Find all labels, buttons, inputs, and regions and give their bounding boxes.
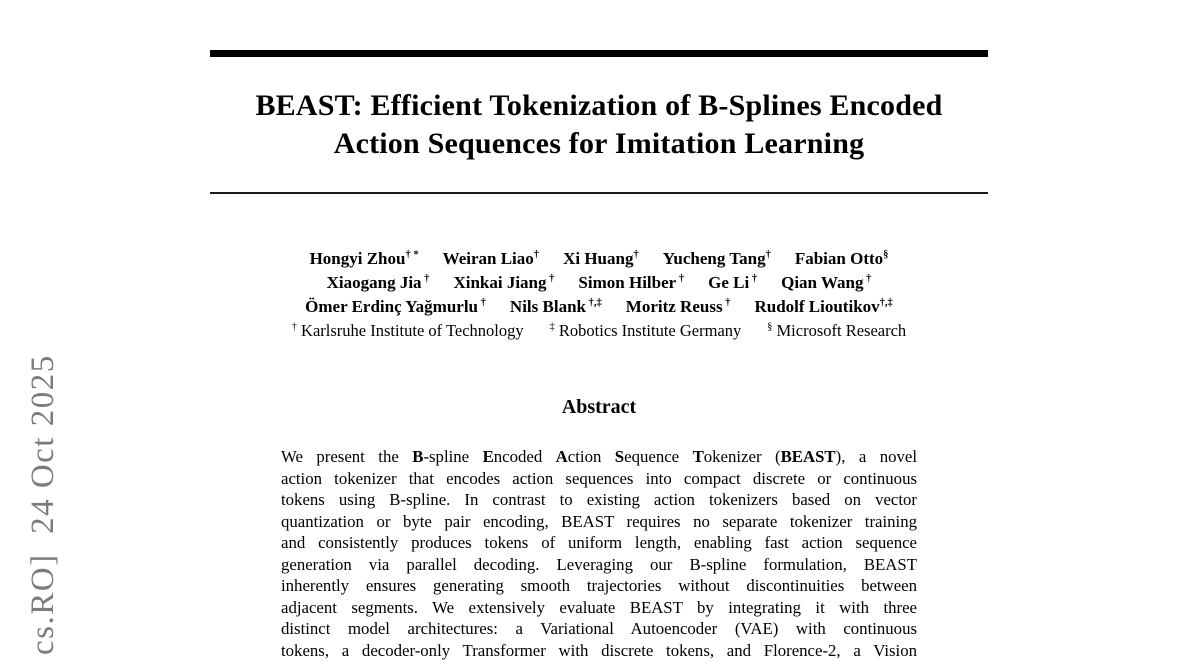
author-superscript: † [723,297,731,308]
affiliation-superscript: § [767,322,772,333]
author-name: Fabian Otto§ [795,249,889,268]
abstract-text-segment: B [412,447,423,466]
author-name: Rudolf Lioutikov†,‡ [754,297,892,316]
abstract-text-segment: T [693,447,704,466]
author-superscript: § [883,249,888,260]
author-name: Moritz Reuss † [626,297,731,316]
content-column: BEAST: Efficient Tokenization of B-Splin… [210,0,988,648]
abstract-text-segment: equence [624,447,692,466]
abstract-text-segment: -spline [423,447,482,466]
author-block: Hongyi Zhou† * Weiran Liao† Xi Huang† Yuche… [210,247,988,343]
author-superscript: †,‡ [586,297,602,308]
author-superscript: † [534,249,539,260]
author-name: Weiran Liao† [443,249,539,268]
abstract-text-segment: tokens using B-spline. In contrast to ex… [281,490,917,509]
author-line: Ömer Erdinç Yağmurlu † Nils Blank †,‡ Mori… [210,295,988,319]
abstract-text-segment: generation via parallel decoding. Levera… [281,555,917,574]
abstract-line: generation via parallel decoding. Levera… [281,554,917,576]
title-rule-top [210,50,988,57]
abstract-line: adjacent segments. We extensively evalua… [281,597,917,619]
abstract-text-segment: distinct model architectures: a Variatio… [281,619,917,638]
abstract-text-segment: tokens, a decoder-only Transformer with … [281,641,917,660]
affiliation-superscript: ‡ [550,322,555,333]
affiliation-line: † Karlsruhe Institute of Technology ‡ Rob… [210,319,988,343]
author-superscript: † [863,273,871,284]
abstract-text-segment: action tokenizer that encodes action seq… [281,469,917,488]
author-superscript: †,‡ [880,297,893,308]
paper-title-line1: BEAST: Efficient Tokenization of B-Splin… [210,87,988,125]
abstract-heading: Abstract [210,396,988,419]
abstract-text-segment: okenizer ( [704,447,781,466]
author-superscript: † [749,273,757,284]
paper-title: BEAST: Efficient Tokenization of B-Splin… [210,87,988,163]
abstract-line: We present the B-spline Encoded Action S… [281,446,917,468]
abstract-text-segment: inherently ensures generating smooth tra… [281,576,917,595]
author-superscript: † [422,273,430,284]
author-line: Xiaogang Jia † Xinkai Jiang † Simon Hilber… [210,271,988,295]
author-superscript: † [547,273,555,284]
author-superscript: † [478,297,486,308]
author-name: Xinkai Jiang † [453,273,554,292]
affiliation-item: † Karlsruhe Institute of Technology [292,321,524,340]
author-name: Ömer Erdinç Yağmurlu † [305,297,486,316]
author-name: Nils Blank †,‡ [510,297,602,316]
abstract-text-segment: ), a novel [836,447,917,466]
author-name: Yucheng Tang† [663,249,771,268]
abstract-text-segment: BEAST [781,447,836,466]
author-name: Hongyi Zhou† * [310,249,419,268]
abstract-line: action tokenizer that encodes action seq… [281,468,917,490]
abstract-text-segment: ncoded [494,447,556,466]
abstract-text-segment: adjacent segments. We extensively evalua… [281,598,917,617]
arxiv-stamp: cs.RO] 24 Oct 2025 [26,354,60,655]
author-superscript: † [676,273,684,284]
abstract-text-segment: E [483,447,494,466]
abstract-text-segment: We present the [281,447,412,466]
author-superscript: † [633,249,638,260]
abstract-line: quantization or byte pair encoding, BEAS… [281,511,917,533]
title-rule-bottom [210,192,988,194]
abstract-line: and consistently produces tokens of unif… [281,532,917,554]
abstract-text-segment: and consistently produces tokens of unif… [281,533,917,552]
author-superscript: † * [405,249,418,260]
paper-title-line2: Action Sequences for Imitation Learning [210,125,988,163]
author-name: Qian Wang † [781,273,871,292]
author-name: Simon Hilber † [578,273,684,292]
author-line: Hongyi Zhou† * Weiran Liao† Xi Huang† Yuche… [210,247,988,271]
affiliation-item: ‡ Robotics Institute Germany [550,321,742,340]
author-name: Xiaogang Jia † [327,273,430,292]
abstract-body: We present the B-spline Encoded Action S… [281,446,917,661]
author-name: Xi Huang† [563,249,639,268]
abstract-line: tokens, a decoder-only Transformer with … [281,640,917,661]
affiliation-item: § Microsoft Research [767,321,906,340]
author-superscript: † [766,249,771,260]
abstract-text-segment: A [556,447,568,466]
abstract-text-segment: ction [568,447,615,466]
abstract-text-segment: S [615,447,624,466]
author-name: Ge Li † [708,273,757,292]
affiliation-superscript: † [292,322,297,333]
abstract-line: tokens using B-spline. In contrast to ex… [281,489,917,511]
abstract-text-segment: quantization or byte pair encoding, BEAS… [281,512,917,531]
abstract-line: distinct model architectures: a Variatio… [281,618,917,640]
abstract-line: inherently ensures generating smooth tra… [281,575,917,597]
